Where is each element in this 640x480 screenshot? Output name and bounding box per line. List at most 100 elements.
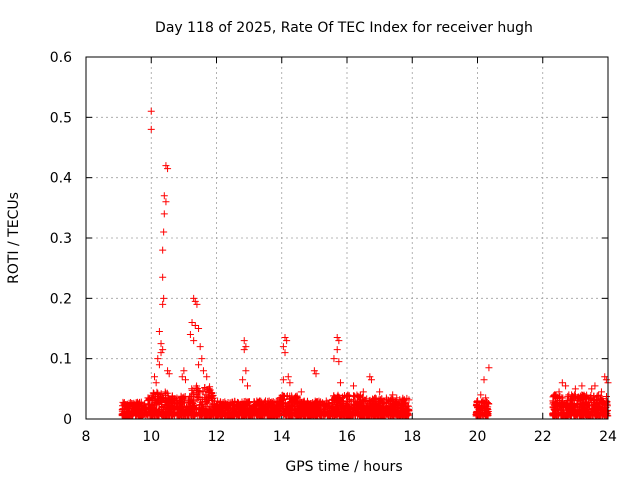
data-point xyxy=(153,400,161,408)
data-point xyxy=(210,408,218,416)
data-point xyxy=(203,373,211,381)
data-point xyxy=(217,409,225,417)
data-point xyxy=(275,410,283,418)
data-point xyxy=(550,392,558,400)
data-point xyxy=(603,400,611,408)
x-tick-label: 24 xyxy=(599,429,617,445)
data-point xyxy=(328,399,336,407)
data-point xyxy=(559,403,567,411)
data-point xyxy=(196,343,204,351)
y-tick-label: 0.3 xyxy=(50,231,72,247)
data-point xyxy=(287,402,295,410)
y-tick-label: 0.1 xyxy=(50,352,72,368)
data-point xyxy=(168,393,176,401)
data-point xyxy=(157,340,165,348)
data-point xyxy=(209,391,217,399)
data-point xyxy=(330,355,338,363)
data-point xyxy=(278,403,286,411)
data-point xyxy=(389,391,397,399)
data-point xyxy=(248,410,256,418)
data-point xyxy=(311,397,319,405)
data-point xyxy=(556,393,564,401)
data-point xyxy=(241,412,249,420)
data-point xyxy=(159,407,167,415)
data-point xyxy=(333,346,341,354)
data-point xyxy=(371,400,379,408)
data-point xyxy=(298,398,306,406)
data-point xyxy=(562,382,570,390)
data-point xyxy=(388,405,396,413)
data-point xyxy=(343,397,351,405)
data-point xyxy=(333,334,341,342)
data-point xyxy=(474,397,481,405)
data-point xyxy=(475,410,483,418)
x-tick-labels: 8 10 12 14 16 18 20 22 24 xyxy=(82,429,617,445)
data-point xyxy=(266,406,274,414)
data-point xyxy=(342,408,350,416)
data-point xyxy=(592,405,600,413)
x-axis-label: GPS time / hours xyxy=(285,459,402,475)
data-point xyxy=(340,398,348,406)
data-point xyxy=(174,400,182,408)
data-point xyxy=(195,325,203,332)
data-point xyxy=(218,408,226,416)
data-point xyxy=(559,412,567,420)
chart-title: Day 118 of 2025, Rate Of TEC Index for r… xyxy=(155,20,533,36)
data-point xyxy=(134,400,142,408)
data-point xyxy=(579,396,587,404)
data-point xyxy=(333,393,341,401)
data-point xyxy=(281,349,289,357)
data-point xyxy=(565,405,573,413)
data-point xyxy=(154,355,162,363)
data-point xyxy=(211,397,219,405)
data-point xyxy=(190,294,198,302)
data-point xyxy=(284,373,292,381)
x-tick-label: 16 xyxy=(338,429,356,445)
data-point xyxy=(570,412,578,420)
data-point xyxy=(279,395,287,403)
data-point xyxy=(365,404,373,412)
data-points xyxy=(118,107,612,420)
data-point xyxy=(397,408,405,416)
data-point xyxy=(276,407,284,415)
data-point xyxy=(182,376,190,384)
data-point xyxy=(372,412,380,420)
data-point xyxy=(367,410,375,418)
data-point xyxy=(568,393,576,401)
data-point xyxy=(335,358,343,366)
data-point xyxy=(155,361,163,369)
data-point xyxy=(162,162,170,170)
data-point xyxy=(286,379,294,387)
data-point xyxy=(169,411,177,419)
data-point xyxy=(239,403,247,411)
data-point xyxy=(254,398,262,406)
data-point xyxy=(310,367,318,375)
data-point xyxy=(549,409,557,417)
data-point xyxy=(553,412,561,420)
data-point xyxy=(281,334,289,342)
data-point xyxy=(590,392,598,400)
data-point xyxy=(579,410,587,418)
data-point xyxy=(191,297,199,305)
data-point xyxy=(378,405,386,413)
plot-frame xyxy=(85,56,609,420)
data-point xyxy=(565,411,573,419)
data-point xyxy=(363,412,371,420)
data-point xyxy=(128,401,136,409)
data-point xyxy=(601,373,609,381)
data-point xyxy=(482,394,490,402)
data-point xyxy=(336,411,344,419)
data-point xyxy=(261,400,269,408)
data-point xyxy=(212,403,220,411)
y-tick-labels: 0 0.1 0.2 0.3 0.4 0.5 0.6 xyxy=(50,50,72,428)
x-tick-label: 10 xyxy=(142,429,160,445)
data-point xyxy=(154,392,162,400)
data-point xyxy=(398,397,406,405)
data-point xyxy=(334,396,342,404)
data-point xyxy=(551,401,559,409)
data-point xyxy=(575,394,583,402)
data-point xyxy=(565,391,573,399)
data-point xyxy=(243,382,251,390)
grid-lines xyxy=(86,57,608,419)
